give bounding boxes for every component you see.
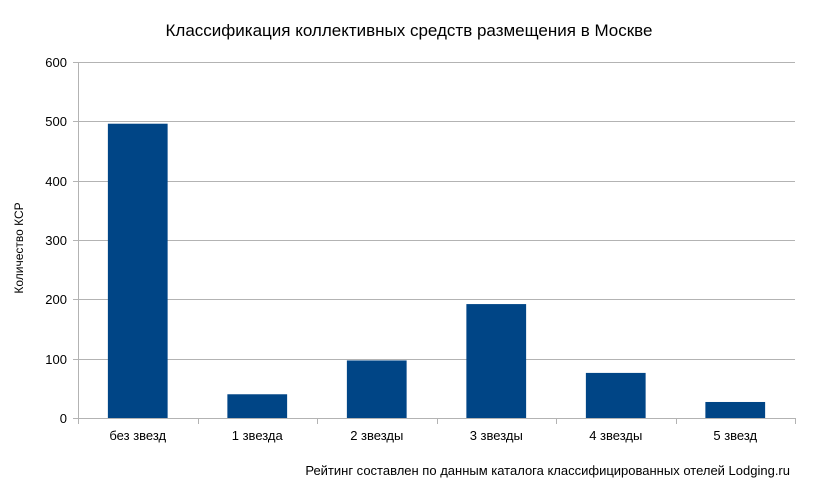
axes	[73, 62, 796, 424]
bar-4	[466, 304, 527, 418]
bar-2	[227, 394, 288, 418]
gridlines	[78, 62, 795, 360]
y-tick-label-400: 400	[45, 174, 67, 189]
y-tick-labels: 0 100 200 300 400 500 600	[45, 55, 67, 426]
source-footnote: Рейтинг составлен по данным каталога кла…	[305, 463, 790, 478]
y-tick-label-300: 300	[45, 233, 67, 248]
x-tick-label-2: 1 звезда	[232, 428, 284, 443]
bar-6	[705, 401, 766, 418]
bar-5	[585, 372, 646, 418]
y-tick-label-0: 0	[60, 411, 67, 426]
y-tick-label-100: 100	[45, 352, 67, 367]
bar-3	[346, 360, 407, 418]
x-tick-label-1: без звезд	[109, 428, 166, 443]
y-tick-label-200: 200	[45, 292, 67, 307]
x-tick-labels: без звезд 1 звезда 2 звезды 3 звезды 4 звезд…	[109, 428, 757, 443]
x-tick-label-3: 2 звезды	[350, 428, 403, 443]
x-tick-label-6: 5 звезд	[713, 428, 757, 443]
y-axis-label: Количество КСР	[12, 202, 26, 293]
y-tick-label-500: 500	[45, 114, 67, 129]
bars	[107, 123, 766, 418]
chart-title: Классификация коллективных средств разме…	[166, 21, 653, 40]
x-tick-label-5: 4 звезды	[589, 428, 642, 443]
y-tick-label-600: 600	[45, 55, 67, 70]
x-tick-label-4: 3 звезды	[470, 428, 523, 443]
bar-1	[107, 123, 168, 418]
